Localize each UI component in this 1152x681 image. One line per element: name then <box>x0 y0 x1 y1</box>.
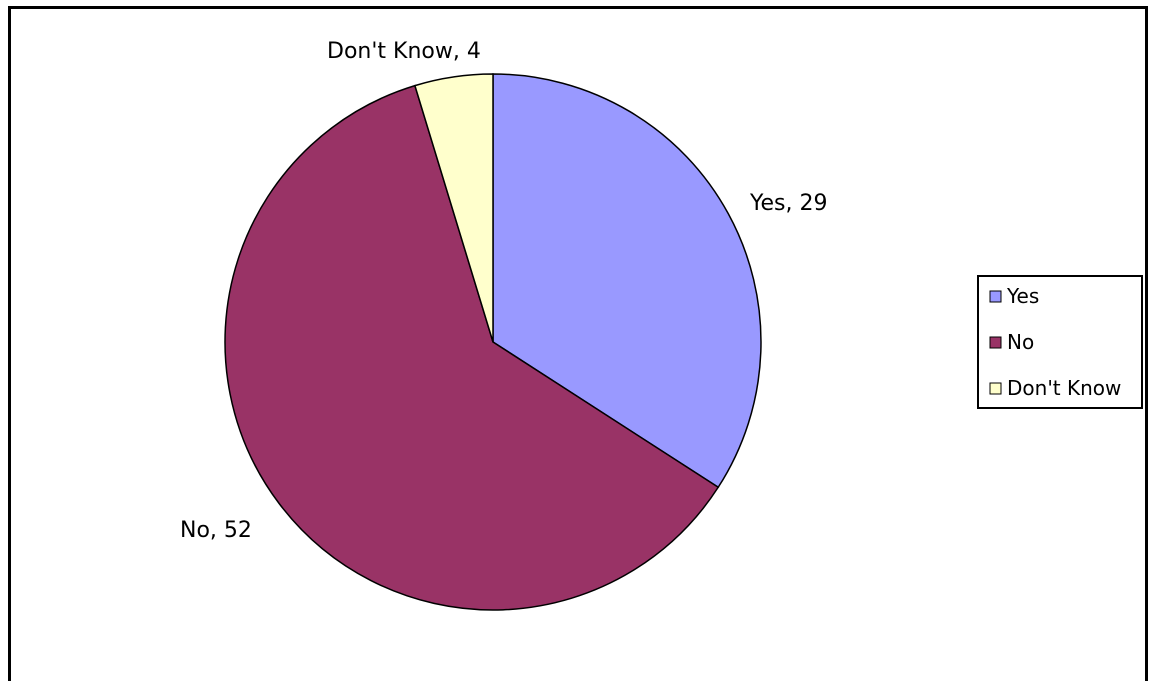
data-labels: Yes, 29 No, 52 Don't Know, 4 <box>180 39 828 543</box>
legend-label: No <box>1007 330 1034 354</box>
data-label: Don't Know, 4 <box>327 39 481 64</box>
legend-box <box>977 275 1143 409</box>
legend-swatch <box>989 336 1002 349</box>
data-label: No, 52 <box>180 518 252 543</box>
legend: Yes No Don't Know <box>977 275 1143 409</box>
pie-slice-no <box>224 84 720 611</box>
pie-slices <box>224 73 762 611</box>
legend-label: Don't Know <box>1007 376 1121 400</box>
legend-swatch <box>989 290 1002 303</box>
legend-swatch <box>989 382 1002 395</box>
data-label: Yes, 29 <box>749 191 828 216</box>
pie-slice-yes <box>492 73 762 489</box>
legend-label: Yes <box>1006 284 1039 308</box>
pie-slice-don-t-know <box>413 73 494 343</box>
